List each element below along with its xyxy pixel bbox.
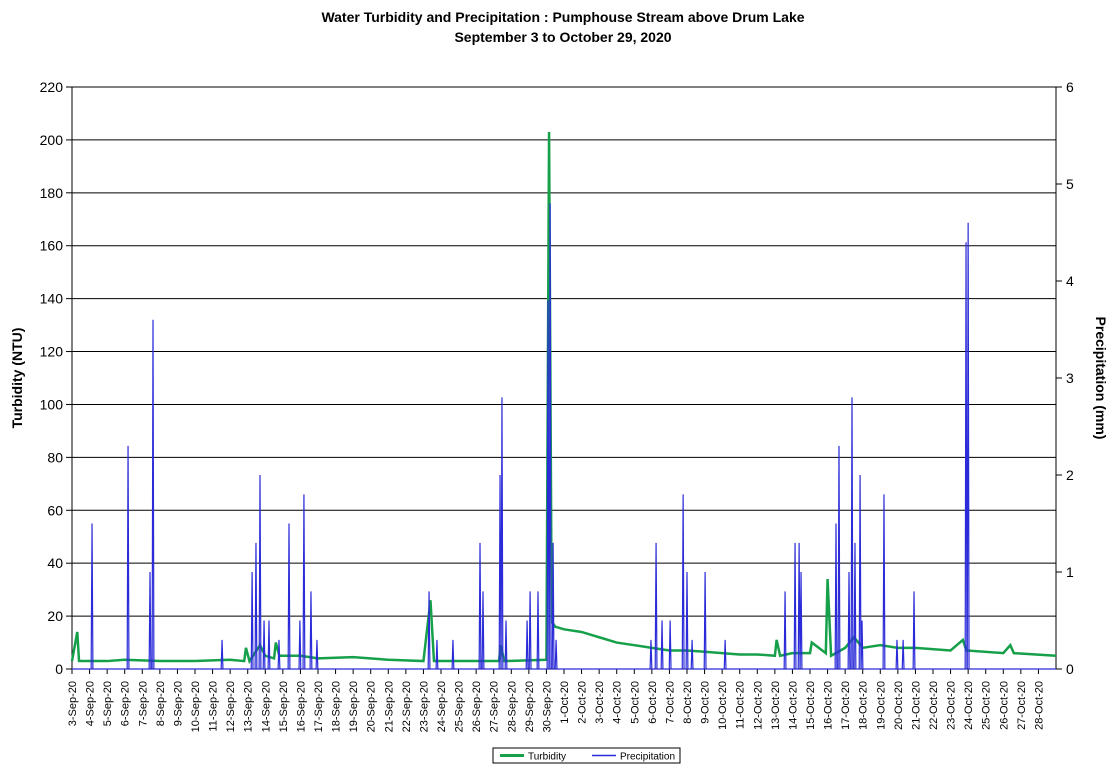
y-tick-label: 40 xyxy=(47,555,63,571)
x-tick-label: 27-Oct-20 xyxy=(1016,681,1028,730)
x-tick-label: 13-Sep-20 xyxy=(243,681,255,732)
legend-box xyxy=(492,747,681,764)
x-tick-label: 28-Oct-20 xyxy=(1033,681,1045,730)
legend-label: Precipitation xyxy=(620,752,675,763)
y2-tick-label: 1 xyxy=(1066,564,1074,580)
y2-tick-label: 2 xyxy=(1066,467,1074,483)
x-tick-label: 16-Sep-20 xyxy=(295,681,307,732)
x-tick-label: 25-Oct-20 xyxy=(981,681,993,730)
x-tick-label: 27-Sep-20 xyxy=(489,681,501,732)
x-tick-label: 6-Sep-20 xyxy=(120,681,132,726)
y2-axis-title: Precipitation (mm) xyxy=(1093,317,1107,440)
y-axis-title: Turbidity (NTU) xyxy=(9,328,25,429)
x-tick-label: 15-Sep-20 xyxy=(278,681,290,732)
y-tick-label: 180 xyxy=(40,185,64,201)
x-tick-label: 22-Sep-20 xyxy=(401,681,413,732)
plot-frame xyxy=(71,86,1057,670)
x-tick-label: 25-Sep-20 xyxy=(454,681,466,732)
x-tick-label: 7-Oct-20 xyxy=(664,681,676,724)
x-tick-label: 23-Sep-20 xyxy=(418,681,430,732)
y-tick-label: 200 xyxy=(40,132,64,148)
y-tick-label: 60 xyxy=(47,502,63,518)
x-tick-label: 3-Sep-20 xyxy=(67,681,79,726)
x-tick-label: 28-Sep-20 xyxy=(506,681,518,732)
x-tick-label: 14-Sep-20 xyxy=(260,681,272,732)
x-tick-label: 10-Sep-20 xyxy=(190,681,202,732)
y2-tick-label: 5 xyxy=(1066,176,1074,192)
x-tick-label: 26-Sep-20 xyxy=(471,681,483,732)
x-tick-label: 21-Oct-20 xyxy=(910,681,922,730)
x-tick-label: 18-Oct-20 xyxy=(858,681,870,730)
x-tick-label: 18-Sep-20 xyxy=(331,681,343,732)
x-tick-label: 22-Oct-20 xyxy=(928,681,940,730)
x-tick-label: 17-Oct-20 xyxy=(840,681,852,730)
chart-title: Water Turbidity and Precipitation : Pump… xyxy=(321,9,804,25)
x-tick-label: 5-Oct-20 xyxy=(629,681,641,724)
x-tick-label: 10-Oct-20 xyxy=(717,681,729,730)
x-tick-label: 8-Oct-20 xyxy=(682,681,694,724)
x-tick-label: 17-Sep-20 xyxy=(313,681,325,732)
legend-label: Turbidity xyxy=(528,752,566,763)
x-tick-label: 2-Oct-20 xyxy=(577,681,589,724)
x-tick-label: 11-Oct-20 xyxy=(735,681,747,729)
x-tick-label: 4-Sep-20 xyxy=(85,681,97,726)
x-tick-label: 20-Sep-20 xyxy=(366,681,378,732)
y2-tick-label: 3 xyxy=(1066,370,1074,386)
x-tick-label: 4-Oct-20 xyxy=(612,681,624,724)
y2-tick-label: 6 xyxy=(1066,79,1074,95)
x-tick-label: 24-Oct-20 xyxy=(963,681,975,730)
x-tick-label: 19-Sep-20 xyxy=(348,681,360,732)
y-tick-label: 120 xyxy=(40,344,64,360)
y-tick-label: 220 xyxy=(40,79,64,95)
y-tick-label: 160 xyxy=(40,238,64,254)
x-tick-label: 19-Oct-20 xyxy=(875,681,887,730)
x-tick-label: 23-Oct-20 xyxy=(946,681,958,730)
y2-tick-label: 4 xyxy=(1066,273,1074,289)
x-tick-label: 13-Oct-20 xyxy=(770,681,782,730)
legend: Turbidity Precipitation xyxy=(492,747,681,764)
chart-subtitle: September 3 to October 29, 2020 xyxy=(454,29,671,45)
y-tick-label: 80 xyxy=(47,449,63,465)
x-tick-label: 12-Sep-20 xyxy=(225,681,237,732)
x-tick-label: 21-Sep-20 xyxy=(383,681,395,732)
y-tick-label: 100 xyxy=(40,396,64,412)
x-tick-label: 3-Oct-20 xyxy=(594,681,606,724)
x-tick-label: 1-Oct-20 xyxy=(559,681,571,724)
x-tick-label: 8-Sep-20 xyxy=(155,681,167,726)
y2-tick-label: 0 xyxy=(1066,661,1074,677)
series-line xyxy=(72,203,1056,670)
x-tick-label: 29-Sep-20 xyxy=(524,681,536,732)
y-tick-label: 0 xyxy=(55,661,63,677)
x-tick-label: 7-Sep-20 xyxy=(137,681,149,726)
y-tick-label: 20 xyxy=(47,608,63,624)
x-tick-label: 9-Sep-20 xyxy=(172,681,184,726)
x-tick-label: 5-Sep-20 xyxy=(102,681,114,726)
x-tick-label: 6-Oct-20 xyxy=(647,681,659,724)
x-tick-label: 9-Oct-20 xyxy=(700,681,712,724)
x-tick-label: 11-Sep-20 xyxy=(208,681,220,732)
x-tick-label: 12-Oct-20 xyxy=(752,681,764,730)
x-tick-label: 30-Sep-20 xyxy=(541,681,553,732)
y-tick-label: 140 xyxy=(40,291,64,307)
x-tick-label: 16-Oct-20 xyxy=(823,681,835,730)
x-tick-label: 26-Oct-20 xyxy=(998,681,1010,730)
x-tick-label: 14-Oct-20 xyxy=(787,681,799,730)
series-line xyxy=(70,131,1057,665)
x-tick-label: 20-Oct-20 xyxy=(893,681,905,730)
x-tick-label: 24-Sep-20 xyxy=(436,681,448,732)
x-tick-label: 15-Oct-20 xyxy=(805,681,817,730)
